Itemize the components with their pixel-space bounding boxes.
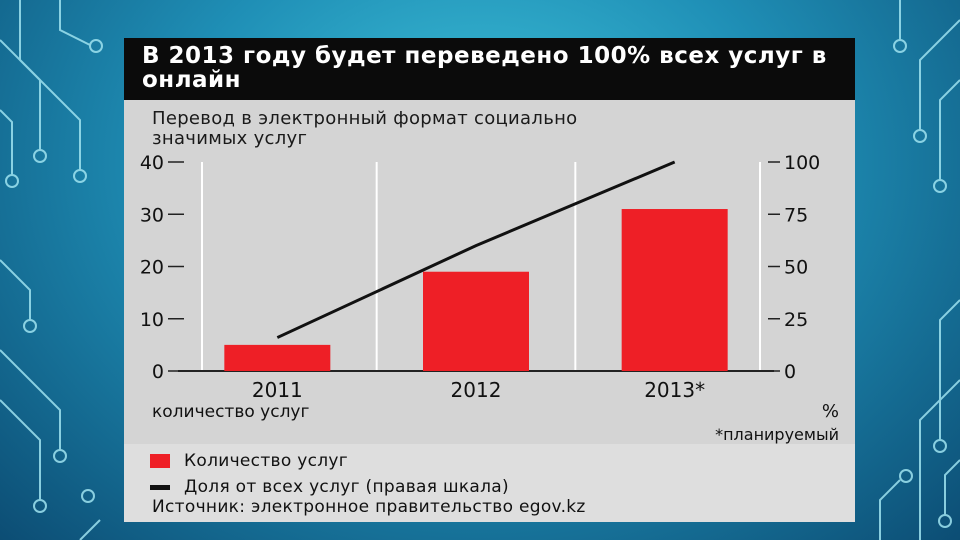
bar-2013: [621, 209, 728, 371]
legend-label: Количество услуг: [184, 451, 349, 471]
title-bar: В 2013 году будет переведено 100% всех у…: [124, 38, 855, 100]
legend-swatch-bar: [150, 454, 170, 468]
x-tick-label: 2011: [252, 378, 303, 402]
bar-2011: [224, 344, 331, 371]
y-tick-label: 20: [140, 257, 164, 279]
chart-card: В 2013 году будет переведено 100% всех у…: [124, 38, 855, 522]
y2-tick-label: 75: [784, 204, 808, 226]
bar-2012: [423, 271, 529, 371]
line-series-share: [276, 160, 676, 339]
footnote-planned: *планируемый: [715, 425, 839, 444]
chart-title: Перевод в электронный формат социально з…: [152, 108, 578, 149]
legend-item-bars: Количество услуг: [124, 450, 855, 472]
y-tick-label: 10: [140, 309, 164, 331]
y2-tick-label: 100: [784, 152, 820, 174]
y-tick-label: 0: [152, 361, 164, 383]
legend-item-line: Доля от всех услуг (правая шкала): [124, 476, 855, 498]
bar-line-chart: 0 10 20 30 40 0 25 50 75 100 2011 2012 2013* количест…: [140, 152, 839, 422]
legend-swatch-line: [150, 485, 170, 490]
y2-tick-label: 25: [784, 309, 808, 331]
x-tick-label: 2012: [451, 378, 502, 402]
legend: Количество услуг Доля от всех услуг (пра…: [124, 444, 855, 522]
slide-title: В 2013 году будет переведено 100% всех у…: [142, 43, 827, 93]
y2-tick-label: 50: [784, 257, 808, 279]
x-axis-label: количество услуг: [152, 402, 309, 422]
y-tick-label: 40: [140, 152, 164, 174]
y2-tick-label: 0: [784, 361, 796, 383]
y-tick-label: 30: [140, 204, 164, 226]
source-note: Источник: электронное правительство egov…: [152, 497, 586, 517]
x-tick-label: 2013*: [644, 378, 705, 402]
legend-label: Доля от всех услуг (правая шкала): [184, 477, 509, 497]
y2-axis-label: %: [822, 401, 839, 422]
